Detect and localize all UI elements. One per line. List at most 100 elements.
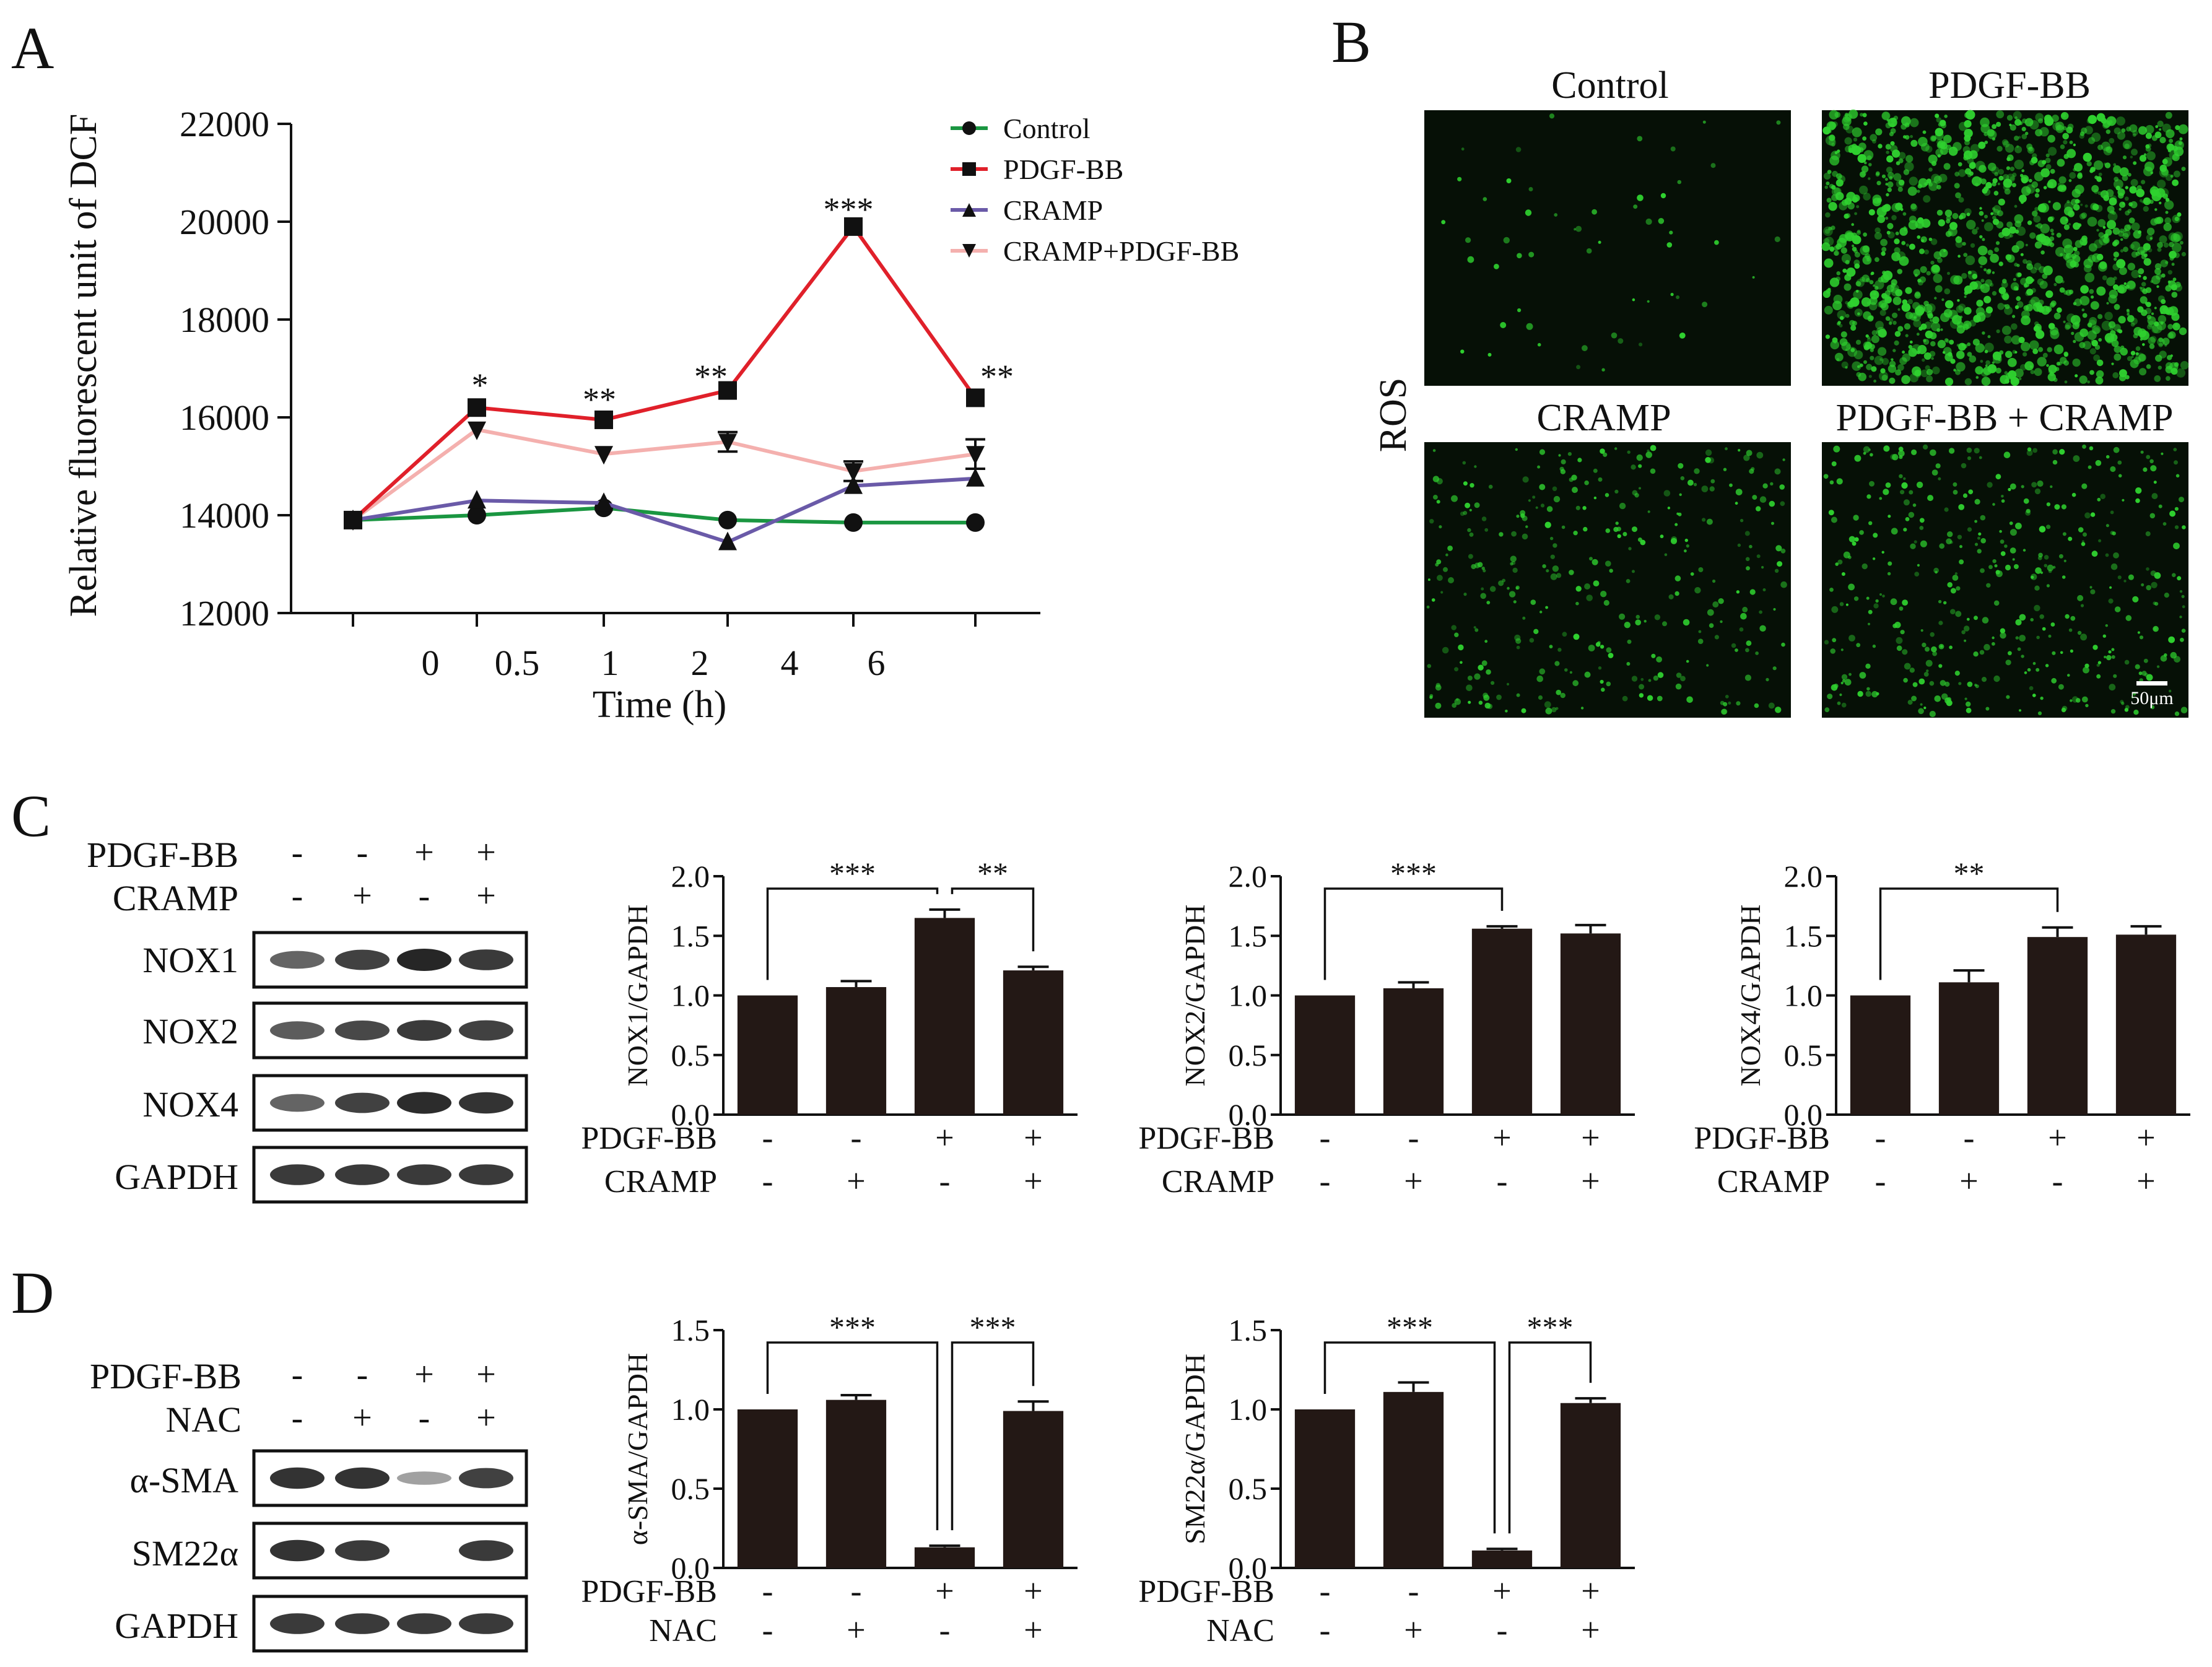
cell-dot xyxy=(2096,663,2100,667)
cell-dot xyxy=(2017,647,2021,651)
cell-dot xyxy=(1759,610,1763,614)
cell-dot xyxy=(1889,377,1896,385)
cell-dot xyxy=(1926,375,1933,383)
bar xyxy=(2027,937,2088,1115)
cell-dot xyxy=(1844,214,1849,219)
cell-dot xyxy=(2131,241,2141,251)
cell-dot xyxy=(1437,575,1443,581)
cell-dot xyxy=(1653,675,1659,681)
cell-dot xyxy=(1598,240,1601,244)
cell-dot xyxy=(2021,655,2024,658)
cell-dot xyxy=(1881,246,1887,252)
cell-dot xyxy=(1626,579,1631,583)
bar xyxy=(1294,1409,1356,1568)
cell-dot xyxy=(2159,235,2167,244)
cell-dot xyxy=(1639,693,1644,698)
cell-dot xyxy=(1496,694,1502,700)
cell-dot xyxy=(2033,215,2041,223)
bar xyxy=(2115,934,2177,1115)
cell-dot xyxy=(1429,694,1434,698)
cell-dot xyxy=(1467,256,1474,263)
cell-dot xyxy=(1850,324,1857,331)
cell-dot xyxy=(1600,645,1605,649)
cell-dot xyxy=(1993,600,2000,606)
cell-dot xyxy=(2071,189,2081,198)
cell-dot xyxy=(2026,143,2033,150)
cell-dot xyxy=(1435,702,1442,709)
cell-dot xyxy=(1869,481,1875,487)
cell-dot xyxy=(1902,135,1907,139)
cell-dot xyxy=(1933,274,1943,284)
cell-dot xyxy=(2010,547,2016,554)
cell-dot xyxy=(2137,631,2140,634)
cell-dot xyxy=(2011,335,2021,345)
cell-dot xyxy=(2145,133,2152,139)
cell-dot xyxy=(2027,146,2035,154)
cell-dot xyxy=(2059,449,2065,455)
cell-dot xyxy=(1962,493,1968,498)
cell-dot xyxy=(1920,540,1927,547)
cell-dot xyxy=(1588,645,1595,651)
cell-dot xyxy=(1856,279,1865,287)
cell-dot xyxy=(2073,143,2076,147)
cell-dot xyxy=(1561,459,1566,464)
cell-dot xyxy=(2118,316,2126,324)
cell-dot xyxy=(2042,160,2047,165)
x-tick-label: 0 xyxy=(422,643,440,683)
cell-dot xyxy=(2109,289,2118,299)
cell-dot xyxy=(2130,359,2139,368)
cell-dot xyxy=(1852,127,1862,137)
cell-dot xyxy=(1880,274,1889,283)
cell-dot xyxy=(2139,635,2144,640)
cell-dot xyxy=(2089,169,2094,173)
cell-dot xyxy=(1478,664,1484,671)
data-point xyxy=(468,398,486,417)
cell-dot xyxy=(1481,567,1485,570)
cell-dot xyxy=(1583,526,1588,532)
protein-band xyxy=(335,1613,390,1634)
cell-dot xyxy=(2140,296,2148,304)
cell-dot xyxy=(1975,183,1979,187)
cell-dot xyxy=(1866,494,1871,499)
cell-dot xyxy=(2164,217,2171,224)
cell-dot xyxy=(2091,185,2099,193)
cell-dot xyxy=(1881,358,1889,365)
cell-dot xyxy=(1743,455,1750,461)
condition-label: PDGF-BB xyxy=(1138,1574,1274,1609)
cell-dot xyxy=(2081,540,2084,543)
cell-dot xyxy=(1684,538,1688,542)
cell-dot xyxy=(1964,697,1967,700)
cell-dot xyxy=(1943,601,1947,605)
cell-dot xyxy=(2095,376,2104,385)
cell-dot xyxy=(2046,502,2051,507)
cell-dot xyxy=(1835,192,1844,201)
cell-dot xyxy=(1996,110,2005,119)
cell-dot xyxy=(2112,284,2119,290)
cell-dot xyxy=(1651,653,1656,658)
cell-dot xyxy=(2096,253,2104,261)
cell-dot xyxy=(1448,577,1454,583)
cell-dot xyxy=(1948,146,1958,156)
cell-dot xyxy=(1686,659,1689,663)
cell-dot xyxy=(2050,216,2055,221)
condition-sign: + xyxy=(2136,1162,2155,1199)
cell-dot xyxy=(1935,149,1943,157)
cell-dot xyxy=(1824,258,1834,268)
cell-dot xyxy=(1938,173,1948,183)
cell-dot xyxy=(1968,489,1974,495)
cell-dot xyxy=(1926,669,1929,672)
cell-dot xyxy=(1868,448,1871,451)
cell-dot xyxy=(1509,591,1516,598)
cell-dot xyxy=(1861,170,1866,176)
cell-dot xyxy=(2059,287,2065,293)
cell-dot xyxy=(1731,643,1736,648)
cell-dot xyxy=(2146,315,2152,320)
cell-dot xyxy=(2001,495,2004,498)
cell-dot xyxy=(2145,287,2152,294)
cell-dot xyxy=(2122,370,2125,373)
cell-dot xyxy=(2162,123,2171,133)
protein-band xyxy=(335,949,390,970)
cell-dot xyxy=(1545,606,1549,609)
